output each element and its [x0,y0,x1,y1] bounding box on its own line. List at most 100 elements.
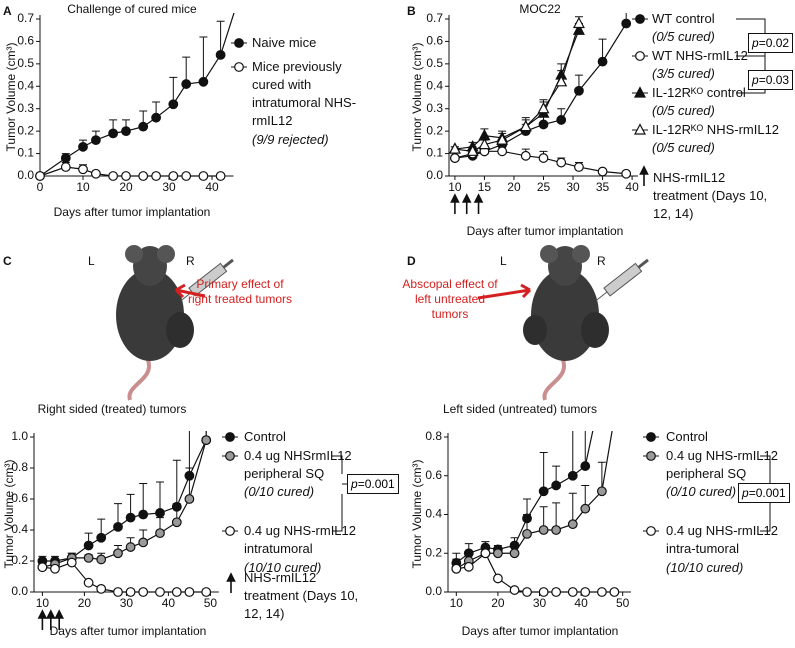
marker [225,432,235,442]
marker [463,561,474,572]
y-tick-label: 0.1 [426,146,443,160]
error-bar [610,379,618,418]
marker [609,587,620,597]
series-line [456,552,615,593]
legend-label: IL-12Rᴷᴼ control [652,85,746,100]
marker [234,62,244,72]
marker [225,451,235,461]
marker [171,587,182,597]
legend-arrow [639,165,649,186]
marker [466,144,479,156]
legend-label: Naive mice [252,35,317,50]
marker [215,171,226,181]
side-label: R [186,254,195,268]
tail [127,359,152,401]
x-tick-label: 30 [566,180,580,194]
marker [50,563,60,574]
marker [537,101,550,114]
y-tick-label: 0.8 [425,429,442,443]
y-tick-label: 0.2 [425,545,442,559]
marker [225,526,235,536]
marker [509,585,520,595]
x-tick-label: 20 [491,596,505,610]
panel-letter: D [407,254,416,268]
marker [113,587,123,597]
marker [567,519,578,530]
error-bar [539,452,548,492]
y-tick-label: 0.7 [426,11,443,25]
marker [596,486,607,497]
x-tick-label: 35 [596,180,610,194]
marker [610,413,619,422]
marker [198,76,209,87]
y-tick-label: 0.4 [11,522,28,536]
legend-note: (3/5 cured) [652,66,715,81]
marker [113,522,123,532]
error-bar [156,481,164,513]
marker [635,51,645,61]
error-bar [205,431,207,441]
bracket-b [736,18,766,94]
marker [138,171,149,181]
x-tick-label: 10 [76,180,90,194]
marker [125,587,136,597]
marker [634,86,646,98]
treatment-arrow [54,609,64,630]
chart-title: Challenge of cured mice [67,2,197,16]
y-tick-label: 0.5 [17,56,34,70]
marker [496,133,509,145]
marker [155,508,165,518]
marker [168,99,179,110]
ear [540,245,558,263]
chart-title: MOC22 [519,2,561,16]
y-tick-label: 0.2 [426,123,443,137]
y-tick-label: 0.6 [425,468,442,482]
marker [572,16,585,29]
x-tick-label: 40 [625,180,639,194]
marker [493,548,503,559]
marker [201,587,212,597]
panel-letter: C [3,254,12,268]
marker [522,528,532,539]
marker [113,548,123,559]
marker [555,75,568,87]
marker [83,540,94,551]
x-tick-label: 10 [36,596,50,610]
side-label: L [88,254,95,268]
marker [567,587,578,597]
y-axis-label: Tumor Volume (cm³) [2,460,16,569]
y-tick-label: 0.3 [17,101,34,115]
series-line [42,561,207,593]
treatment-label: NHS-rmIL12 treatment (Days 10, 12, 14) [244,570,359,621]
panel-letter: A [3,4,12,18]
x-axis-label: Days after tumor implantation [54,205,211,219]
y-tick-label: 0.4 [17,78,34,92]
marker [497,146,508,157]
x-tick-label: 50 [616,596,630,610]
side-label: R [597,254,606,268]
y-tick-label: 0.3 [426,101,443,115]
marker [574,162,584,172]
marker [556,157,567,168]
marker [121,126,131,137]
x-tick-label: 40 [162,596,176,610]
y-tick-label: 0.2 [17,123,34,137]
legend-label: Mice previously cured with intratumoral … [252,59,357,128]
legend-label: 0.4 ug NHS-rmIL12 peripheral SQ [666,448,778,481]
series-line [42,439,207,568]
legend-label: 0.4 ug NHS-rmIL12 intra-tumoral [666,523,778,556]
treatment-label: NHS-rmIL12 treatment (Days 10, 12, 14) [653,170,768,221]
treatment-arrow [473,193,484,214]
legend-note: (10/10 cured) [244,560,322,575]
legend-label: 0.4 ug NHSrmIL12 peripheral SQ [244,448,352,481]
annotation: Primary effect of right treated tumors [187,277,293,306]
body [116,269,184,361]
marker [538,486,549,497]
y-tick-label: 0.0 [425,584,442,598]
marker [121,171,131,181]
chart-title: Right sided (treated) tumors [38,402,187,416]
error-bar [172,459,181,507]
tail [542,359,567,401]
